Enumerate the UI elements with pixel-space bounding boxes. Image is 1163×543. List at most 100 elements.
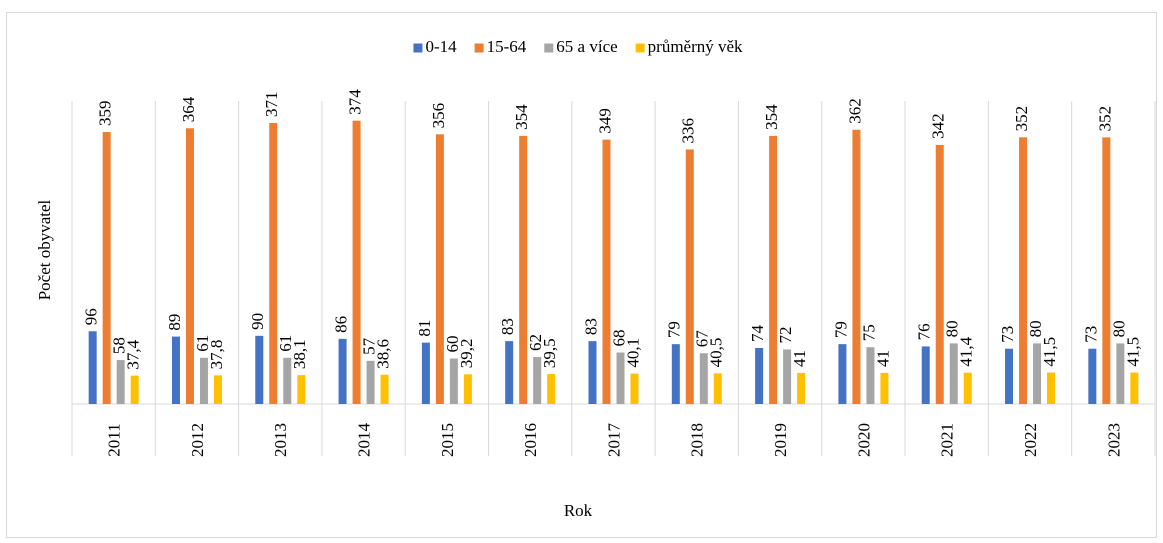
chart-frame: [6, 12, 1157, 538]
data-label: 41,4: [957, 336, 976, 366]
data-label: 41: [873, 350, 892, 367]
data-label: 89: [165, 314, 184, 331]
bar: [366, 360, 375, 404]
data-label: 62: [526, 334, 545, 351]
x-axis-title: Rok: [564, 501, 593, 520]
data-label: 362: [845, 98, 864, 124]
bar: [199, 357, 208, 404]
bar: [699, 353, 708, 404]
data-label: 79: [665, 321, 684, 338]
data-label: 354: [512, 104, 531, 130]
data-label: 76: [915, 323, 934, 340]
bar: [921, 346, 930, 404]
bar: [171, 336, 180, 404]
bar: [519, 135, 528, 404]
x-tick-label: 2017: [604, 423, 623, 458]
data-label: 80: [1109, 320, 1128, 337]
x-tick-label: 2013: [271, 423, 290, 457]
x-tick-label: 2014: [354, 423, 373, 458]
bar: [1102, 137, 1111, 405]
bar: [685, 149, 694, 404]
bar: [616, 352, 625, 404]
bar: [283, 357, 292, 404]
legend-swatch: [413, 43, 423, 53]
bar: [755, 347, 764, 404]
y-axis-title: Počet obyvatel: [35, 199, 54, 300]
bar: [435, 134, 444, 404]
data-label: 73: [1081, 326, 1100, 343]
legend-label: 65 a více: [556, 37, 617, 56]
data-label: 354: [762, 104, 781, 130]
data-label: 356: [429, 103, 448, 129]
data-label: 39,2: [457, 339, 476, 369]
bar: [297, 375, 306, 404]
bar: [338, 338, 347, 404]
bar: [713, 373, 722, 404]
data-label: 80: [943, 320, 962, 337]
bar: [769, 135, 778, 404]
data-label: 74: [748, 324, 767, 342]
x-tick-label: 2015: [438, 423, 457, 457]
bar: [630, 373, 639, 404]
data-label: 67: [693, 330, 712, 348]
data-label: 72: [776, 326, 795, 343]
data-label: 352: [1095, 106, 1114, 132]
bar: [1047, 372, 1056, 404]
bar: [935, 144, 944, 404]
bar: [1019, 137, 1028, 405]
data-label: 75: [859, 324, 878, 341]
data-label: 61: [193, 335, 212, 352]
data-label: 40,1: [623, 338, 642, 368]
bar: [1130, 372, 1139, 404]
data-label: 336: [679, 118, 698, 144]
bar: [949, 343, 958, 404]
bar: [116, 360, 125, 404]
data-label: 37,4: [124, 339, 143, 369]
bar: [866, 347, 875, 404]
data-label: 364: [179, 96, 198, 122]
data-label: 58: [110, 337, 129, 354]
bar: [449, 358, 458, 404]
bar: [880, 372, 889, 404]
legend-label: 15-64: [487, 37, 527, 56]
data-label: 57: [359, 337, 378, 355]
bar: [213, 375, 222, 404]
bar: [671, 344, 680, 404]
data-label: 374: [345, 89, 364, 115]
bar: [533, 357, 542, 404]
data-label: 352: [1012, 106, 1031, 132]
data-label: 73: [998, 326, 1017, 343]
bar: [852, 129, 861, 404]
bar: [421, 342, 430, 404]
x-tick-label: 2022: [1021, 423, 1040, 457]
data-label: 90: [248, 313, 267, 330]
bar: [963, 372, 972, 404]
data-label: 83: [581, 318, 600, 335]
data-label: 342: [929, 113, 948, 139]
bar: [88, 331, 97, 404]
bar: [1005, 348, 1014, 404]
legend-label: průměrný věk: [648, 37, 743, 56]
x-tick-label: 2016: [521, 423, 540, 457]
data-label: 61: [276, 335, 295, 352]
data-label: 371: [262, 91, 281, 117]
bar: [588, 341, 597, 404]
x-tick-label: 2023: [1104, 423, 1123, 457]
data-label: 38,6: [373, 339, 392, 369]
bar: [255, 335, 264, 404]
legend-swatch: [544, 43, 554, 53]
x-tick-label: 2012: [188, 423, 207, 457]
x-tick-label: 2019: [771, 423, 790, 457]
data-label: 38,1: [290, 339, 309, 369]
bar: [547, 374, 556, 404]
legend-swatch: [635, 43, 645, 53]
x-tick-label: 2020: [854, 423, 873, 457]
bar: [463, 374, 472, 404]
data-label: 359: [96, 101, 115, 127]
data-label: 86: [331, 316, 350, 333]
bar: [102, 132, 111, 404]
data-label: 37,8: [207, 340, 226, 370]
bar: [505, 341, 514, 404]
data-label: 79: [831, 321, 850, 338]
